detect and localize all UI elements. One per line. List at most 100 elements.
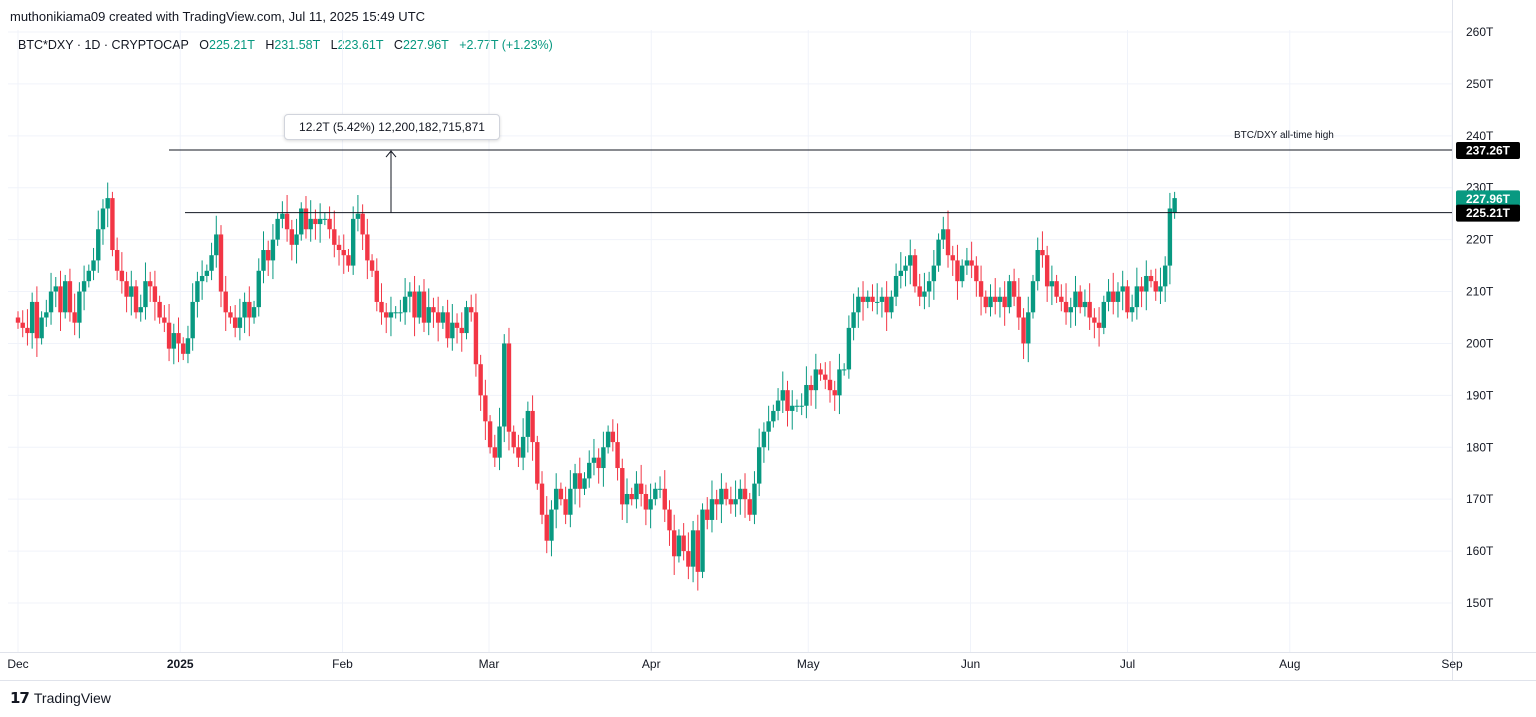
candle-body: [1068, 307, 1073, 313]
candle-body: [1007, 281, 1012, 308]
candle-body: [166, 322, 172, 349]
ath-annotation: BTC/DXY all-time high: [1234, 130, 1334, 141]
candle-body: [638, 483, 644, 494]
candle-body: [91, 260, 96, 271]
candle-body: [653, 488, 658, 500]
candle-body: [147, 281, 153, 287]
candle-body: [643, 493, 649, 510]
candle-body: [818, 369, 823, 375]
y-tick-label: 170T: [1466, 492, 1494, 506]
candle-body: [917, 286, 922, 297]
candle-body: [620, 468, 625, 505]
candle-body: [1054, 281, 1059, 297]
candle-body: [903, 265, 908, 271]
candle-body: [1021, 317, 1026, 344]
candle-body: [875, 301, 880, 303]
candle-body: [247, 301, 252, 318]
candle-body: [143, 281, 148, 308]
x-tick-label: Dec: [7, 657, 28, 671]
candle-body: [912, 255, 918, 287]
candle-body: [1078, 291, 1083, 308]
symbol-ohlc-line: BTC*DXY · 1D · CRYPTOCAP O225.21T H231.5…: [18, 38, 553, 52]
candle-body: [374, 270, 379, 302]
candle-body: [1063, 301, 1069, 313]
last-price-tag: 227.96T: [1466, 192, 1511, 206]
candle-body: [690, 530, 696, 567]
open-value: 225.21T: [209, 38, 255, 52]
candle-body: [577, 473, 582, 489]
candle-body: [539, 483, 545, 515]
ath-price-tag-bg: [1456, 142, 1520, 160]
candle-body: [294, 234, 299, 245]
candle-body: [700, 509, 705, 572]
candle-body: [360, 213, 365, 235]
candle-body: [162, 317, 167, 323]
low-value: 223.61T: [337, 38, 384, 52]
candle-body: [48, 291, 54, 313]
candle-body: [1082, 301, 1088, 308]
candle-body: [1040, 250, 1045, 256]
tradingview-mark-icon: 𝟭𝟳: [10, 690, 30, 707]
candle-body: [681, 535, 686, 552]
candle-body: [926, 281, 932, 292]
candle-body: [138, 307, 143, 313]
candle-body: [67, 281, 73, 313]
y-tick-label: 160T: [1466, 544, 1494, 558]
candle-body: [214, 234, 219, 256]
candle-body: [719, 488, 724, 505]
candle-body: [889, 296, 894, 313]
candle-body: [181, 343, 186, 354]
candle-body: [440, 312, 446, 323]
candle-body: [336, 244, 342, 251]
candle-body: [525, 410, 531, 437]
x-tick-label: Aug: [1279, 657, 1300, 671]
candle-body: [204, 270, 210, 276]
candle-body: [407, 291, 413, 297]
candle-body: [1106, 291, 1111, 302]
candle-body: [941, 229, 946, 240]
low-label: L: [330, 38, 338, 52]
candle-body: [870, 296, 875, 302]
candle-body: [974, 265, 979, 282]
close-label: C: [393, 38, 403, 52]
candle-body: [775, 400, 781, 411]
candle-body: [709, 499, 715, 520]
candle-body: [823, 374, 828, 380]
candle-body: [270, 239, 276, 261]
candle-body: [601, 447, 606, 469]
candle-body: [846, 327, 852, 370]
candle-body: [256, 270, 261, 308]
candle-body: [771, 410, 776, 422]
candle-body: [81, 281, 87, 292]
candle-body: [327, 218, 332, 230]
measure-arrow-head: [385, 150, 397, 158]
candle-body: [615, 442, 620, 469]
candle-body: [77, 291, 82, 323]
candle-body: [520, 436, 526, 458]
candle-body: [983, 296, 988, 308]
candle-body: [171, 333, 176, 349]
candle-body: [667, 509, 672, 531]
candle-body: [1129, 307, 1135, 313]
candle-body: [799, 405, 804, 407]
candle-body: [695, 530, 701, 572]
candle-body: [100, 208, 106, 230]
candle-body: [1044, 255, 1050, 287]
open-label: O: [199, 38, 210, 52]
candle-body: [105, 198, 110, 209]
candle-body: [402, 296, 408, 313]
candle-body: [384, 312, 389, 318]
candle-body: [629, 493, 634, 500]
candle-body: [657, 488, 663, 490]
measure-tooltip: 12.2T (5.42%) 12,200,182,715,871: [284, 114, 500, 140]
candle-body: [218, 234, 224, 292]
candle-body: [483, 395, 488, 422]
y-tick-label: 210T: [1466, 285, 1494, 299]
tradingview-logo[interactable]: 𝟭𝟳 TradingView: [10, 689, 111, 707]
candle-body: [1162, 265, 1168, 287]
candle-body: [860, 296, 866, 302]
candle-body: [766, 421, 771, 432]
candle-body: [308, 218, 313, 230]
candle-body: [893, 275, 899, 297]
